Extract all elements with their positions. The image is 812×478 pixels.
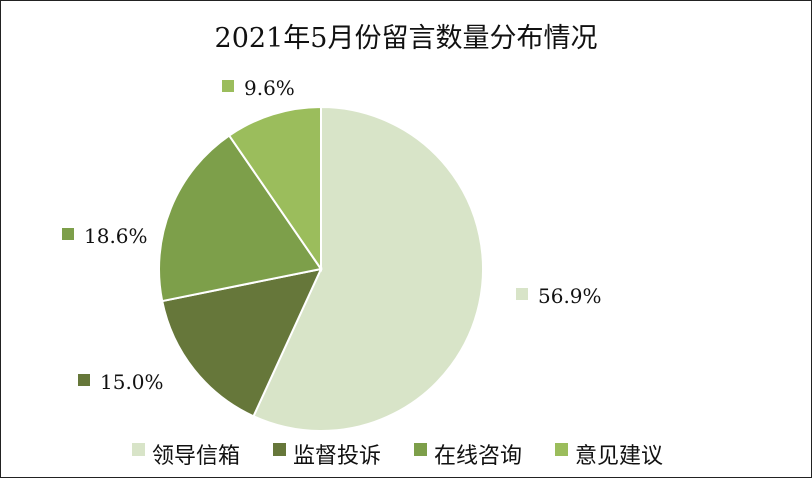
- legend-marker-1: [132, 443, 145, 456]
- legend-item-4: 意见建议: [575, 444, 663, 469]
- legend-item-3: 在线咨询: [434, 444, 522, 469]
- data-label-4: 9.6%: [244, 76, 295, 100]
- data-label-marker-2: [78, 374, 90, 386]
- pie-slice-3: [158, 134, 323, 303]
- pie-slices: [158, 105, 484, 432]
- legend-item-2: 监督投诉: [293, 444, 381, 469]
- chart-title: 2021年5月份留言数量分布情况: [215, 23, 598, 54]
- data-label-1: 56.9%: [538, 284, 602, 308]
- pie-slice-4: [227, 105, 322, 273]
- legend-item-1: 领导信箱: [152, 444, 240, 469]
- legend: 领导信箱 监督投诉 在线咨询 意见建议: [132, 443, 663, 469]
- legend-marker-2: [273, 443, 286, 456]
- data-label-marker-4: [222, 80, 234, 92]
- data-label-3: 18.6%: [84, 224, 148, 248]
- data-labels: 56.9% 15.0% 18.6% 9.6%: [62, 76, 602, 394]
- pie-slice-1: [252, 105, 484, 432]
- pie-slice-2: [161, 267, 323, 418]
- data-label-marker-3: [62, 228, 74, 240]
- legend-marker-3: [414, 443, 427, 456]
- legend-marker-4: [555, 443, 568, 456]
- data-label-2: 15.0%: [100, 370, 164, 394]
- data-label-marker-1: [516, 288, 528, 300]
